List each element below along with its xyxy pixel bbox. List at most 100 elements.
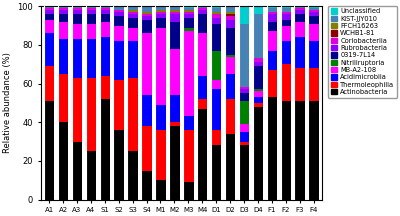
Bar bbox=[253, 62, 263, 66]
Bar bbox=[197, 6, 208, 8]
Bar bbox=[308, 16, 319, 24]
Bar bbox=[58, 74, 68, 122]
Bar bbox=[197, 14, 208, 33]
Bar bbox=[183, 18, 194, 28]
Bar bbox=[267, 51, 277, 70]
Bar bbox=[211, 14, 221, 18]
Bar bbox=[128, 28, 138, 41]
Bar bbox=[169, 126, 180, 200]
Legend: Unclassified, KIST-JJY010, FFCH16263, WCHB1-81, Coriobacteriia, Rubrobacteria, 0: Unclassified, KIST-JJY010, FFCH16263, WC… bbox=[328, 6, 397, 98]
Bar bbox=[114, 41, 124, 80]
Bar bbox=[308, 24, 319, 41]
Bar bbox=[211, 89, 221, 130]
Bar bbox=[128, 151, 138, 200]
Bar bbox=[72, 8, 82, 10]
Bar bbox=[225, 28, 235, 55]
Bar bbox=[211, 6, 221, 8]
Bar bbox=[280, 8, 291, 12]
Bar bbox=[44, 20, 54, 33]
Bar bbox=[72, 78, 82, 142]
Bar bbox=[294, 37, 305, 68]
Bar bbox=[72, 10, 82, 14]
Bar bbox=[58, 10, 68, 14]
Bar bbox=[253, 91, 263, 97]
Bar bbox=[211, 51, 221, 80]
Bar bbox=[128, 41, 138, 78]
Bar bbox=[308, 12, 319, 16]
Bar bbox=[169, 14, 180, 22]
Bar bbox=[44, 101, 54, 200]
Bar bbox=[58, 122, 68, 200]
Bar bbox=[86, 8, 96, 10]
Bar bbox=[225, 134, 235, 200]
Bar bbox=[128, 12, 138, 14]
Bar bbox=[86, 39, 96, 78]
Bar bbox=[225, 6, 235, 12]
Bar bbox=[294, 14, 305, 22]
Bar bbox=[169, 10, 180, 12]
Bar bbox=[197, 99, 208, 109]
Bar bbox=[169, 6, 180, 10]
Bar bbox=[141, 126, 152, 171]
Bar bbox=[239, 6, 249, 24]
Bar bbox=[225, 12, 235, 14]
Bar bbox=[86, 6, 96, 8]
Bar bbox=[197, 10, 208, 14]
Bar bbox=[294, 68, 305, 101]
Bar bbox=[86, 151, 96, 200]
Bar bbox=[294, 10, 305, 14]
Bar bbox=[280, 41, 291, 64]
Bar bbox=[183, 12, 194, 14]
Bar bbox=[280, 26, 291, 41]
Bar bbox=[225, 16, 235, 20]
Bar bbox=[86, 10, 96, 14]
Bar bbox=[114, 80, 124, 130]
Bar bbox=[253, 59, 263, 62]
Bar bbox=[211, 18, 221, 24]
Bar bbox=[44, 8, 54, 10]
Bar bbox=[114, 16, 124, 26]
Bar bbox=[100, 8, 110, 10]
Bar bbox=[197, 33, 208, 76]
Bar bbox=[114, 130, 124, 200]
Bar bbox=[128, 14, 138, 18]
Bar bbox=[308, 41, 319, 68]
Bar bbox=[155, 14, 166, 18]
Bar bbox=[86, 24, 96, 39]
Bar bbox=[183, 130, 194, 182]
Bar bbox=[267, 8, 277, 12]
Bar bbox=[44, 10, 54, 14]
Bar bbox=[155, 10, 166, 12]
Bar bbox=[169, 22, 180, 49]
Bar bbox=[239, 145, 249, 200]
Bar bbox=[72, 14, 82, 24]
Bar bbox=[155, 28, 166, 105]
Bar bbox=[169, 95, 180, 122]
Bar bbox=[58, 6, 68, 8]
Bar bbox=[100, 76, 110, 99]
Bar bbox=[141, 16, 152, 20]
Bar bbox=[267, 70, 277, 97]
Bar bbox=[141, 95, 152, 126]
Bar bbox=[58, 8, 68, 10]
Bar bbox=[183, 10, 194, 12]
Bar bbox=[211, 130, 221, 145]
Bar bbox=[280, 20, 291, 26]
Bar bbox=[294, 101, 305, 200]
Bar bbox=[72, 39, 82, 78]
Bar bbox=[267, 12, 277, 14]
Bar bbox=[44, 6, 54, 8]
Bar bbox=[294, 8, 305, 10]
Bar bbox=[169, 12, 180, 14]
Bar bbox=[155, 180, 166, 200]
Bar bbox=[225, 20, 235, 28]
Bar bbox=[211, 8, 221, 12]
Bar bbox=[239, 132, 249, 142]
Bar bbox=[183, 116, 194, 130]
Bar bbox=[239, 142, 249, 145]
Bar bbox=[155, 130, 166, 180]
Bar bbox=[183, 31, 194, 116]
Bar bbox=[114, 6, 124, 10]
Bar bbox=[183, 28, 194, 31]
Bar bbox=[280, 101, 291, 200]
